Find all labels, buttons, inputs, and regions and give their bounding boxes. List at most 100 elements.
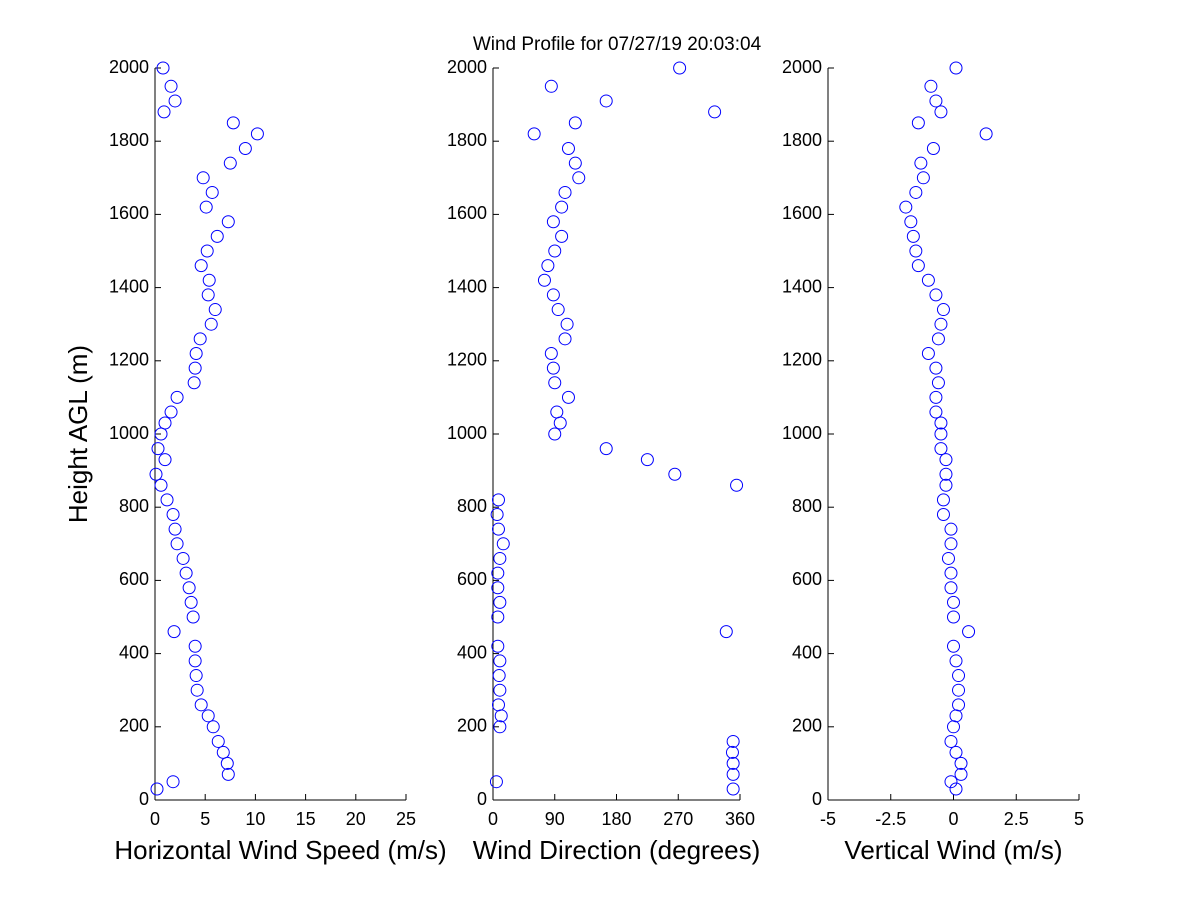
y-tick-label: 2000: [109, 57, 149, 77]
point: [929, 361, 943, 375]
x-tick-label: -2.5: [875, 809, 906, 829]
y-tick-label: 600: [457, 569, 487, 589]
y-tick-label: 400: [119, 642, 149, 662]
point: [206, 720, 220, 734]
point: [941, 551, 955, 565]
y-tick-label: 1200: [109, 350, 149, 370]
point: [189, 346, 203, 360]
point: [157, 105, 171, 119]
point: [558, 185, 572, 199]
point: [929, 288, 943, 302]
point: [931, 332, 945, 346]
point: [179, 566, 193, 580]
x-tick-label: 0: [488, 809, 498, 829]
point: [599, 442, 613, 456]
point: [167, 625, 181, 639]
point: [491, 566, 505, 580]
point: [929, 390, 943, 404]
point: [201, 288, 215, 302]
point: [553, 416, 567, 430]
point: [150, 782, 164, 796]
point: [156, 61, 170, 75]
y-tick-label: 200: [792, 716, 822, 736]
point: [164, 79, 178, 93]
point: [934, 105, 948, 119]
point: [527, 127, 541, 141]
point: [489, 775, 503, 789]
x-tick-label: 20: [346, 809, 366, 829]
point: [158, 416, 172, 430]
point: [216, 745, 230, 759]
point: [551, 303, 565, 317]
point: [936, 508, 950, 522]
point: [944, 566, 958, 580]
y-tick-label: 1400: [109, 276, 149, 296]
point: [947, 720, 960, 734]
point: [194, 259, 208, 273]
point: [921, 273, 935, 287]
point: [934, 442, 948, 456]
point: [166, 508, 180, 522]
point: [934, 416, 948, 430]
point: [176, 551, 190, 565]
point: [168, 94, 182, 108]
x-tick-label: 0: [948, 809, 958, 829]
x-axis-label: Horizontal Wind Speed (m/s): [114, 835, 446, 865]
point: [154, 478, 168, 492]
point: [947, 639, 960, 653]
point: [929, 405, 943, 419]
point: [491, 493, 505, 507]
point: [182, 581, 196, 595]
y-tick-label: 0: [477, 789, 487, 809]
point: [939, 478, 953, 492]
point: [926, 142, 940, 156]
point: [151, 442, 165, 456]
point: [909, 244, 923, 258]
point: [493, 551, 507, 565]
point: [949, 782, 963, 796]
x-tick-label: 15: [296, 809, 316, 829]
point: [944, 734, 958, 748]
point: [899, 200, 913, 214]
point: [193, 332, 207, 346]
point: [726, 756, 740, 770]
point: [493, 683, 507, 697]
point: [936, 493, 950, 507]
point: [537, 273, 551, 287]
point: [949, 709, 963, 723]
point: [936, 303, 950, 317]
point: [944, 775, 958, 789]
point: [668, 467, 682, 481]
point: [201, 709, 215, 723]
point: [949, 654, 963, 668]
point: [170, 537, 184, 551]
point: [160, 493, 174, 507]
y-tick-label: 2000: [782, 57, 822, 77]
point: [555, 229, 569, 243]
point: [949, 61, 963, 75]
point: [929, 94, 943, 108]
point: [914, 156, 928, 170]
point: [226, 116, 240, 130]
point: [200, 244, 214, 258]
point: [544, 79, 558, 93]
y-tick-label: 0: [812, 789, 822, 809]
x-tick-label: 180: [601, 809, 631, 829]
point: [561, 390, 575, 404]
point: [555, 200, 569, 214]
point: [491, 581, 505, 595]
point: [568, 116, 582, 130]
point: [492, 669, 506, 683]
point: [221, 215, 235, 229]
point: [546, 361, 560, 375]
y-tick-label: 200: [119, 716, 149, 736]
point: [719, 625, 733, 639]
y-tick-label: 0: [139, 789, 149, 809]
point: [210, 229, 224, 243]
point: [954, 767, 968, 781]
point: [194, 698, 208, 712]
point: [962, 625, 976, 639]
point: [490, 508, 504, 522]
y-tick-label: 1200: [782, 350, 822, 370]
x-tick-label: 270: [663, 809, 693, 829]
